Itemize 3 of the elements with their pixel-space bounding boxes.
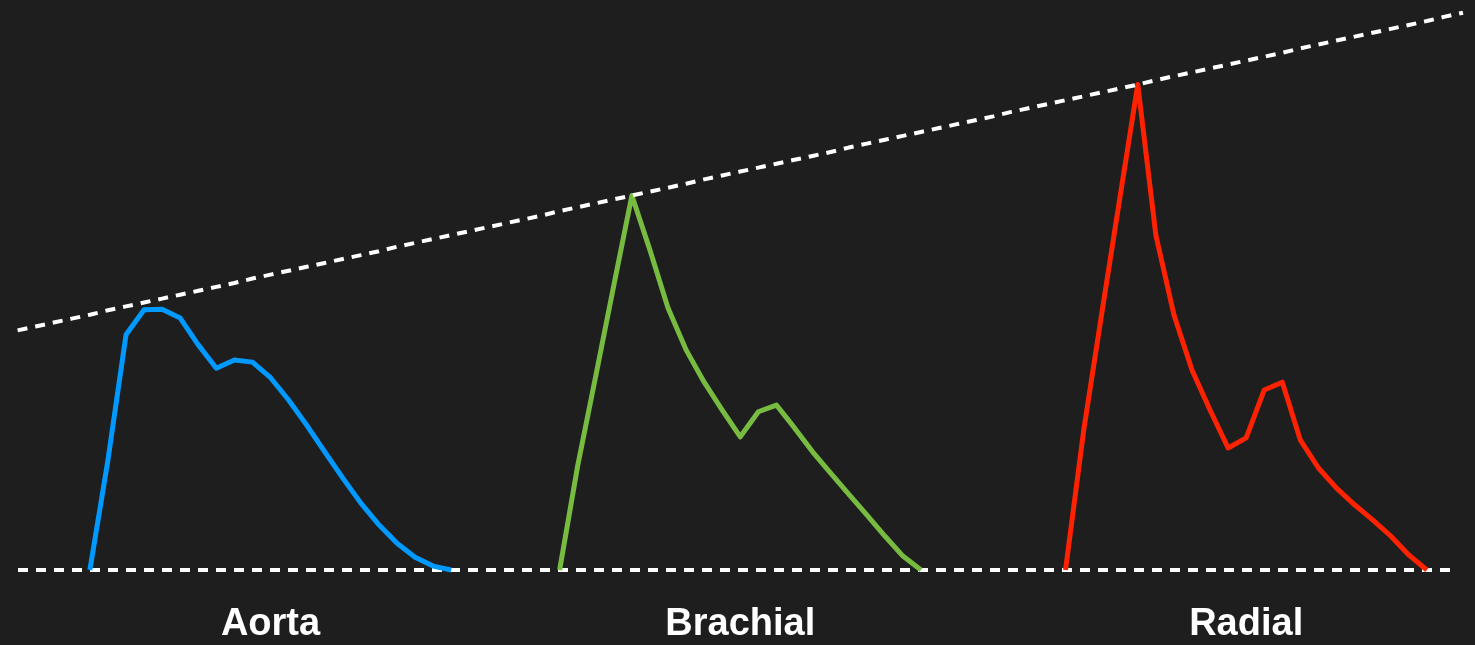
text: Brachial <box>665 601 816 643</box>
text: Radial <box>1189 601 1304 643</box>
text: Aorta <box>220 601 322 643</box>
